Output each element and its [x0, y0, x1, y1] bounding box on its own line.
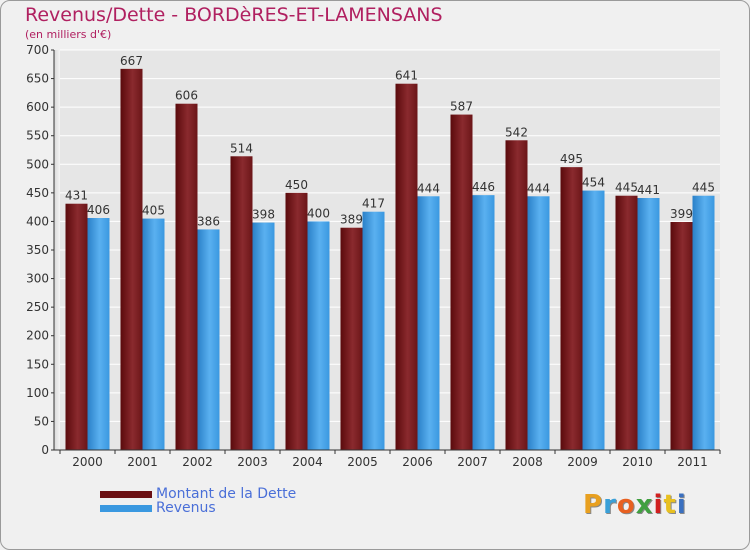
- data-label-revenus: 405: [142, 204, 165, 218]
- x-tick-label: 2008: [512, 455, 543, 469]
- bar-revenus-2000: [87, 218, 110, 450]
- legend-label-dette: Montant de la Dette: [156, 486, 297, 502]
- chart-subtitle: (en milliers d'€): [25, 28, 112, 41]
- data-label-revenus: 445: [692, 181, 715, 195]
- data-label-revenus: 400: [307, 206, 330, 220]
- data-label-dette: 495: [560, 152, 583, 166]
- y-tick-label: 350: [26, 243, 49, 257]
- data-label-dette: 587: [450, 100, 473, 114]
- proxiti-logo: Proxiti: [583, 490, 687, 520]
- data-label-dette: 641: [395, 69, 418, 83]
- bar-revenus-2005: [362, 211, 385, 450]
- x-tick-label: 2011: [677, 455, 708, 469]
- y-tick-label: 450: [26, 186, 49, 200]
- bar-revenus-2008: [527, 196, 550, 450]
- data-label-dette: 606: [175, 89, 198, 103]
- data-label-dette: 514: [230, 141, 253, 155]
- bar-revenus-2007: [472, 195, 495, 450]
- y-tick-label: 300: [26, 272, 49, 286]
- bar-dette-2006: [395, 83, 418, 450]
- x-tick-label: 2005: [347, 455, 378, 469]
- legend-swatch-revenus: [100, 504, 152, 512]
- data-label-revenus: 454: [582, 176, 605, 190]
- bar-dette-2000: [65, 203, 88, 450]
- y-tick-label: 250: [26, 300, 49, 314]
- y-tick-label: 0: [41, 443, 49, 457]
- data-label-dette: 667: [120, 54, 143, 68]
- x-tick-label: 2009: [567, 455, 598, 469]
- y-tick-label: 100: [26, 386, 49, 400]
- data-label-dette: 431: [65, 189, 88, 203]
- legend-item-dette: Montant de la Dette: [100, 486, 296, 502]
- bar-revenus-2001: [142, 218, 165, 450]
- data-label-dette: 389: [340, 213, 363, 227]
- chart-title: Revenus/Dette - BORDèRES-ET-LAMENSANS: [25, 4, 443, 26]
- data-label-dette: 542: [505, 125, 528, 139]
- bar-dette-2002: [175, 103, 198, 450]
- data-label-dette: 450: [285, 178, 308, 192]
- y-tick-label: 50: [34, 414, 49, 428]
- data-label-revenus: 398: [252, 208, 275, 222]
- y-tick-label: 200: [26, 329, 49, 343]
- data-label-dette: 399: [670, 207, 693, 221]
- legend-swatch-dette: [100, 490, 152, 498]
- bar-dette-2011: [670, 222, 693, 450]
- bar-revenus-2004: [307, 221, 330, 450]
- bar-dette-2001: [120, 68, 143, 450]
- data-label-revenus: 386: [197, 214, 220, 228]
- x-tick-label: 2006: [402, 455, 433, 469]
- x-tick-label: 2007: [457, 455, 488, 469]
- bar-dette-2003: [230, 156, 253, 451]
- bar-dette-2009: [560, 167, 583, 450]
- y-tick-label: 600: [26, 100, 49, 114]
- data-label-revenus: 444: [417, 181, 440, 195]
- y-tick-label: 700: [26, 43, 49, 57]
- bar-revenus-2002: [197, 229, 220, 450]
- x-tick-label: 2010: [622, 455, 653, 469]
- bar-revenus-2009: [582, 190, 605, 451]
- x-tick-label: 2003: [237, 455, 268, 469]
- bar-revenus-2010: [637, 198, 660, 450]
- y-tick-label: 650: [26, 72, 49, 86]
- y-tick-label: 150: [26, 357, 49, 371]
- bar-dette-2010: [615, 195, 638, 450]
- bar-revenus-2011: [692, 195, 715, 450]
- data-label-revenus: 441: [637, 183, 660, 197]
- plot-wall: [54, 50, 60, 450]
- x-tick-label: 2002: [182, 455, 213, 469]
- legend-label-revenus: Revenus: [156, 500, 216, 516]
- data-label-revenus: 444: [527, 181, 550, 195]
- data-label-revenus: 406: [87, 203, 110, 217]
- data-label-revenus: 417: [362, 197, 385, 211]
- bar-dette-2007: [450, 114, 473, 451]
- y-tick-label: 550: [26, 129, 49, 143]
- y-tick-label: 400: [26, 214, 49, 228]
- bar-revenus-2003: [252, 222, 275, 450]
- bar-dette-2008: [505, 140, 528, 451]
- bar-dette-2005: [340, 227, 363, 450]
- x-tick-label: 2000: [72, 455, 103, 469]
- x-tick-label: 2001: [127, 455, 158, 469]
- data-label-revenus: 446: [472, 180, 495, 194]
- legend-item-revenus: Revenus: [100, 500, 216, 516]
- data-label-dette: 445: [615, 181, 638, 195]
- bar-revenus-2006: [417, 196, 440, 450]
- x-tick-label: 2004: [292, 455, 323, 469]
- bar-dette-2004: [285, 192, 308, 450]
- y-tick-label: 500: [26, 157, 49, 171]
